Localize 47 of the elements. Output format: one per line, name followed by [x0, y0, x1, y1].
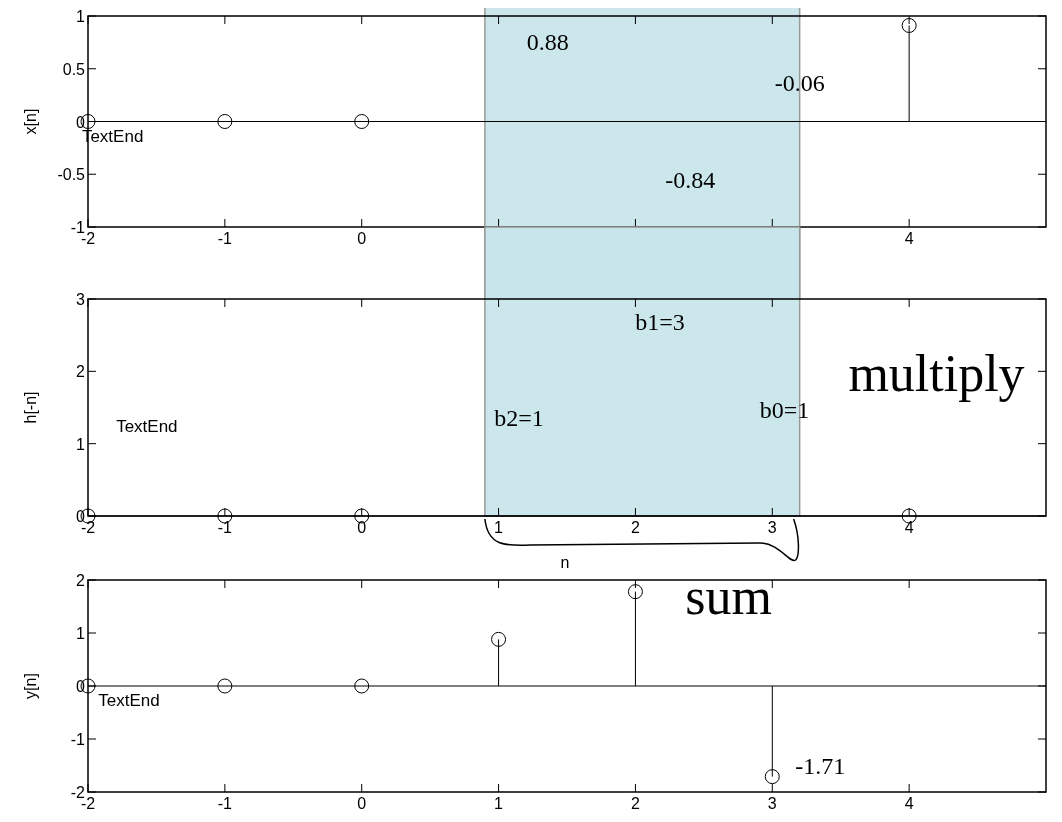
text: n — [560, 554, 570, 571]
annotation: TextEnd — [116, 417, 178, 437]
x-tick-label: 1 — [494, 519, 504, 536]
x-tick-label: 0 — [357, 795, 367, 812]
y-tick-label: -2 — [70, 784, 86, 801]
point — [627, 584, 643, 600]
y-tick-label: 0 — [76, 113, 86, 131]
x-tick-label: 4 — [904, 519, 914, 536]
y-axis-title: h[-n] — [22, 391, 39, 424]
x-tick-label: 2 — [630, 519, 640, 536]
y-tick-label: 1 — [76, 625, 86, 642]
x-tick-label: 1 — [494, 795, 504, 812]
point — [491, 631, 507, 647]
y-tick-label: 1 — [76, 8, 86, 25]
x-tick-label: 4 — [904, 795, 914, 812]
y-tick-label: 2 — [76, 363, 86, 381]
x-tick-label: 4 — [904, 230, 914, 247]
x-tick-label: 2 — [630, 795, 640, 812]
annotation: -0.06 — [774, 69, 825, 96]
y-tick-label: -1 — [70, 219, 86, 236]
y-tick-label: 0.5 — [62, 60, 86, 78]
point — [764, 769, 780, 785]
annotation: -0.84 — [665, 166, 716, 193]
annotation: TextEnd — [98, 690, 160, 710]
y-tick-label: 2 — [76, 572, 86, 589]
y-axis-title: y[n] — [22, 673, 39, 699]
y-tick-label: -0.5 — [57, 166, 86, 184]
x-tick-label: -1 — [217, 519, 233, 536]
x-tick-label: 3 — [767, 519, 777, 536]
annotation: b1=3 — [635, 309, 685, 336]
annotation: b2=1 — [494, 405, 544, 432]
point — [354, 678, 370, 694]
y-tick-label: 1 — [76, 435, 86, 453]
y-tick-label: 3 — [76, 291, 86, 308]
y-tick-label: -1 — [70, 731, 86, 748]
y-axis-title: x[n] — [22, 108, 39, 135]
annotation: multiply — [848, 344, 1025, 402]
x-tick-label: 3 — [767, 795, 777, 812]
x-tick-label: 0 — [357, 230, 367, 247]
annotation: -1.71 — [795, 752, 846, 779]
x-tick-label: -1 — [217, 795, 233, 812]
x-tick-label: -1 — [217, 230, 233, 247]
annotation: b0=1 — [759, 396, 810, 423]
annotation: 0.88 — [526, 28, 569, 55]
x-tick-label: 0 — [357, 519, 367, 536]
annotation: sum — [685, 568, 772, 626]
point — [217, 678, 233, 694]
